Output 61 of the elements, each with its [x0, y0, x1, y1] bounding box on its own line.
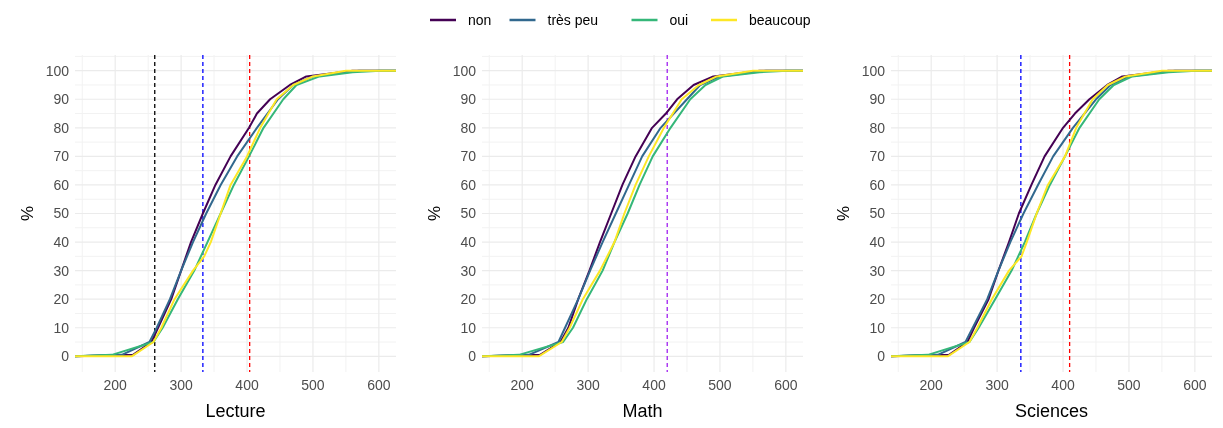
legend-label: non — [468, 11, 492, 28]
y-tick-label: 70 — [53, 148, 70, 165]
y-tick-label: 10 — [53, 319, 70, 336]
y-tick-label: 60 — [460, 176, 477, 193]
y-tick-label: 90 — [869, 91, 886, 108]
x-axis-title: Math — [622, 401, 663, 421]
y-tick-label: 90 — [53, 91, 70, 108]
y-tick-label: 30 — [869, 262, 886, 279]
legend-label: oui — [669, 11, 689, 28]
x-tick-label: 200 — [510, 377, 535, 393]
y-tick-label: 40 — [53, 233, 70, 250]
x-tick-label: 600 — [367, 377, 391, 393]
x-tick-label: 200 — [919, 377, 944, 393]
x-tick-label: 300 — [576, 377, 601, 393]
y-tick-label: 0 — [877, 348, 886, 365]
y-tick-label: 90 — [460, 91, 477, 108]
x-tick-label: 400 — [642, 377, 666, 393]
y-tick-label: 60 — [869, 176, 886, 193]
x-tick-label: 600 — [774, 377, 798, 393]
y-tick-label: 30 — [460, 262, 477, 279]
y-tick-label: 30 — [53, 262, 70, 279]
y-tick-label: 20 — [460, 291, 477, 308]
y-tick-label: 10 — [869, 319, 886, 336]
x-axis-title: Lecture — [205, 401, 266, 421]
x-tick-label: 600 — [1183, 377, 1207, 393]
y-axis-title: % — [834, 205, 853, 222]
x-tick-label: 500 — [708, 377, 732, 393]
y-tick-label: 80 — [460, 119, 477, 136]
y-tick-label: 100 — [861, 62, 886, 79]
y-tick-label: 70 — [869, 148, 886, 165]
y-tick-label: 100 — [45, 62, 70, 79]
y-tick-label: 20 — [869, 291, 886, 308]
x-tick-label: 200 — [103, 377, 128, 393]
x-axis-title: Sciences — [1014, 401, 1089, 421]
x-tick-label: 500 — [1117, 377, 1141, 393]
y-axis-title: % — [425, 205, 444, 222]
y-tick-label: 100 — [452, 62, 477, 79]
y-tick-label: 10 — [460, 319, 477, 336]
y-tick-label: 20 — [53, 291, 70, 308]
x-tick-label: 400 — [1051, 377, 1075, 393]
y-tick-label: 70 — [460, 148, 477, 165]
legend-label: très peu — [547, 11, 599, 28]
line-series — [890, 69, 1213, 358]
line-series — [481, 69, 804, 358]
y-tick-label: 80 — [869, 119, 886, 136]
y-tick-label: 40 — [460, 233, 477, 250]
y-tick-label: 50 — [869, 205, 886, 222]
y-tick-label: 0 — [468, 348, 477, 365]
y-tick-label: 40 — [869, 233, 886, 250]
x-tick-label: 300 — [985, 377, 1010, 393]
line-series — [74, 69, 397, 358]
y-tick-label: 80 — [53, 119, 70, 136]
y-tick-label: 50 — [460, 205, 477, 222]
x-tick-label: 300 — [169, 377, 194, 393]
y-tick-label: 50 — [53, 205, 70, 222]
x-tick-label: 500 — [301, 377, 325, 393]
y-tick-label: 60 — [53, 176, 70, 193]
legend-label: beaucoup — [749, 11, 811, 28]
y-axis-title: % — [18, 205, 37, 222]
x-tick-label: 400 — [235, 377, 259, 393]
y-tick-label: 0 — [61, 348, 70, 365]
